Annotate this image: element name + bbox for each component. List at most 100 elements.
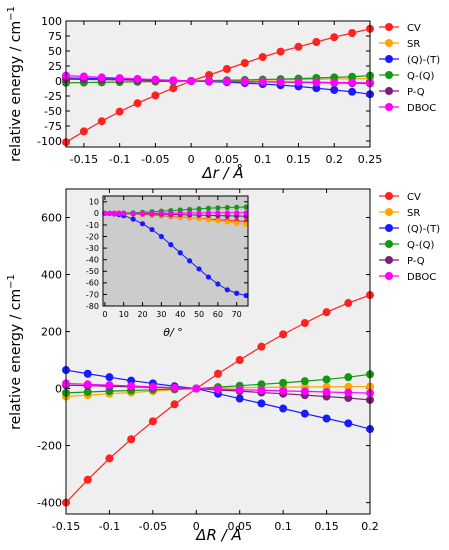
x-tick-label: 50 [194,310,204,319]
data-point [235,385,244,394]
legend-label: SR [407,39,420,50]
data-point [111,210,117,216]
legend-label: P-Q [407,256,425,267]
data-point [149,226,155,233]
x-tick-label: -0.15 [70,153,98,166]
y-tick-label: -70 [86,290,99,299]
data-point [258,53,267,61]
data-point [322,375,331,384]
x-tick-label: 0 [102,310,107,319]
x-tick-label: 0 [193,520,200,533]
data-point [177,210,183,216]
y-axis-label: relative energy / cm−1 [6,274,24,430]
data-point [205,77,214,86]
data-point [234,220,240,226]
data-point [196,210,202,216]
data-point [300,377,309,386]
legend-label: P-Q [407,87,425,98]
data-point [312,84,321,93]
data-point [276,47,285,56]
y-axis-label: relative energy / cm−1 [6,6,24,162]
x-tick-label: -0.05 [139,520,167,533]
y-tick-label: -20 [86,232,99,241]
data-point [102,210,108,216]
data-point [348,87,357,96]
y-tick-label: -200 [37,440,62,453]
data-point [158,210,164,216]
data-point [97,117,106,126]
legend-marker [385,240,393,248]
data-point [83,369,92,378]
x-tick-label: -0.1 [99,520,120,533]
data-point [322,308,331,317]
data-point [148,382,157,391]
legend-marker [385,192,393,200]
data-point [322,414,331,423]
data-point [215,205,221,211]
data-point [330,33,339,42]
data-point [121,210,127,216]
data-point [187,77,196,85]
data-point [158,233,164,240]
data-point [243,210,249,216]
data-point [115,107,124,116]
x-axis-label: θ/ ° [163,326,182,339]
data-point [215,210,221,216]
legend-label: CV [407,23,421,34]
y-tick-label: -30 [86,244,99,253]
data-point [205,217,212,223]
y-tick-label: -25 [44,90,62,103]
legend-label: (Q)-(T) [407,224,440,235]
data-point [151,75,160,84]
data-point [243,292,249,299]
plot-frame [65,20,371,148]
data-point [83,475,92,484]
y-tick-label: 10 [89,198,99,207]
data-point [279,378,288,387]
x-tick-label: 0.05 [215,153,240,166]
data-point [344,373,353,382]
data-point [330,86,339,94]
x-tick-label: 20 [137,310,147,319]
x-tick-label: 0.15 [314,520,339,533]
x-tick-label: -0.1 [109,153,130,166]
x-tick-label: 60 [213,310,223,319]
data-point [257,342,266,351]
y-axis-label-text: relative energy / cm [8,21,24,162]
data-point [205,274,212,280]
x-tick-label: 0.1 [254,153,272,166]
y-tick-label: -75 [44,120,62,133]
x-axis-label: ΔR / Å [195,525,242,544]
data-point [224,210,230,216]
data-point [127,382,136,390]
data-point [83,380,92,389]
data-point [115,74,124,83]
legend: CV SR (Q)-(T) Q-(Q) P-Q DBOC [379,192,440,283]
data-point [344,299,353,308]
data-point [294,78,303,87]
data-point [169,84,178,93]
y-tick-label: 400 [41,268,62,281]
data-point [257,380,266,389]
x-axis-label: Δr / Å [201,163,243,182]
data-point [234,290,240,296]
y-tick-label: 0 [55,383,62,396]
data-point [127,435,136,444]
legend-label: DBOC [407,272,436,283]
data-point [97,73,106,82]
inset-panel: 0 10 20 30 40 50 60 70 10 0 -10 -20 -30 -40 -50 -60 -70 -… [86,195,249,339]
y-tick-label: 200 [41,326,62,339]
x-tick-label: 0.25 [358,153,383,166]
legend-marker [385,103,393,111]
legend-marker [385,23,393,31]
data-point [348,72,357,81]
data-point [79,72,88,81]
data-point [205,71,214,79]
data-point [279,404,288,413]
x-tick-label: 0.1 [274,520,292,533]
data-point [243,204,249,210]
data-point [83,387,92,396]
data-point [257,399,266,408]
data-point [139,221,146,227]
legend-marker [385,39,393,47]
